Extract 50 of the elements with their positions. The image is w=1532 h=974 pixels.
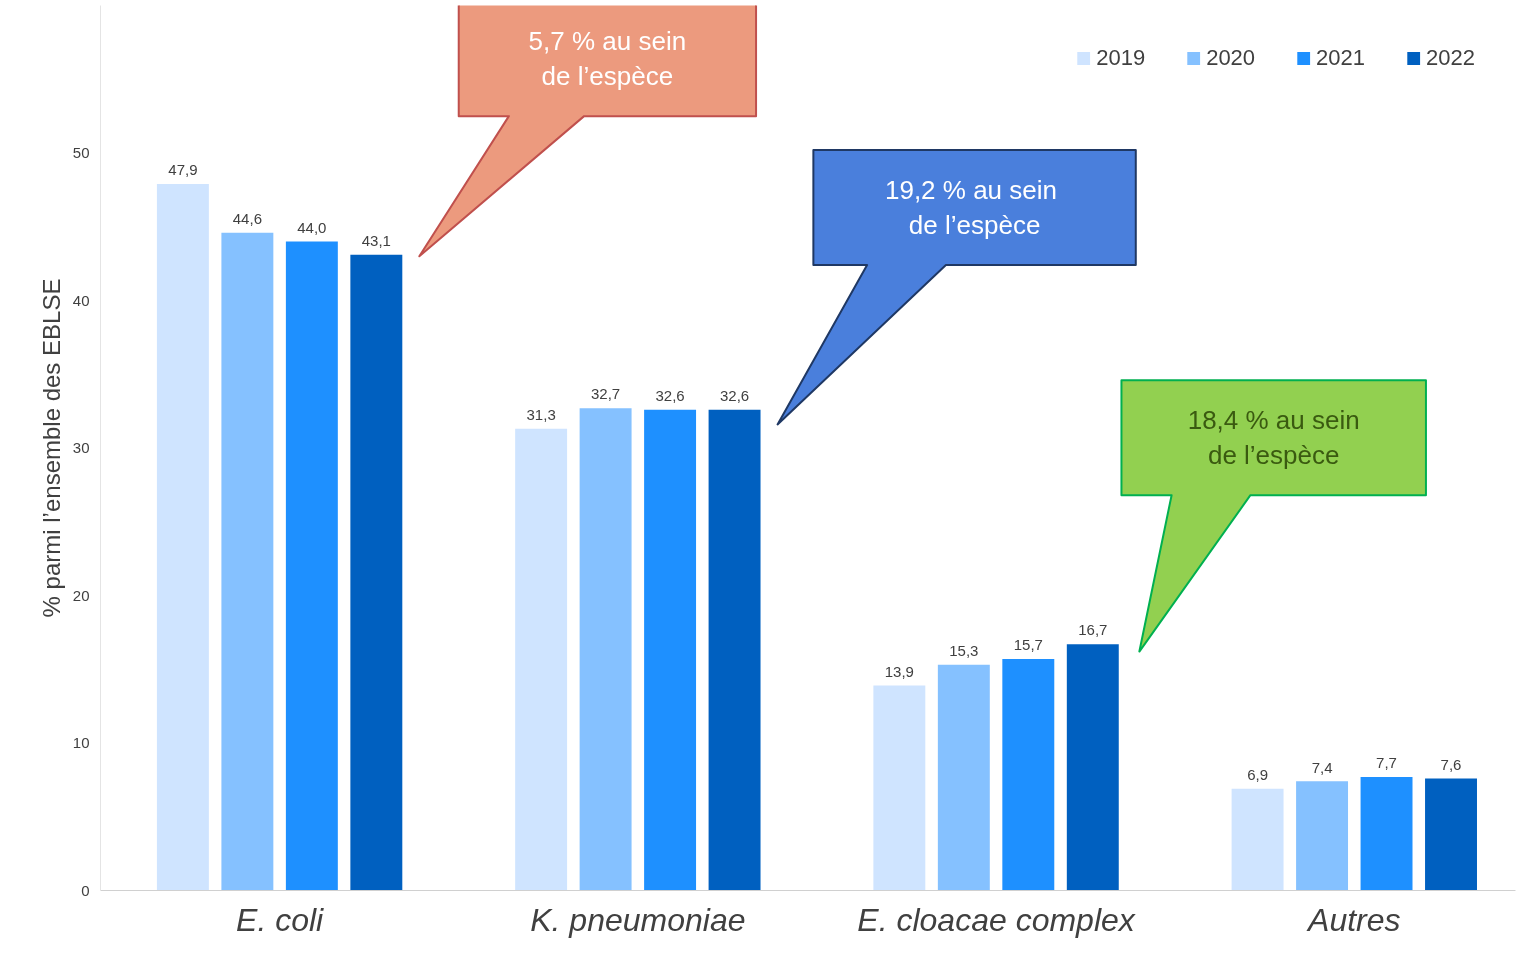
y-tick-label: 10 — [72, 734, 90, 751]
x-tick-label: E. cloacae complex — [857, 901, 1136, 938]
data-label: 15,3 — [949, 641, 979, 659]
legend-label: 2021 — [1316, 45, 1366, 71]
data-label: 32,6 — [719, 386, 750, 404]
bar — [1231, 788, 1284, 891]
y-tick-label: 0 — [81, 881, 90, 899]
data-label: 7,7 — [1376, 754, 1397, 772]
data-label: 47,9 — [168, 161, 198, 179]
data-label: 32,6 — [655, 386, 685, 404]
x-tick-label: Autres — [1306, 901, 1401, 938]
bar — [1360, 776, 1413, 891]
data-label: 44,6 — [232, 209, 262, 227]
data-label: 6,9 — [1247, 765, 1269, 783]
bar — [221, 232, 274, 891]
bar — [708, 409, 761, 891]
bar — [873, 685, 926, 891]
annotation: 18,4 % au sein de l’espèce — [1187, 405, 1360, 470]
bar — [285, 241, 338, 891]
legend-label: 2022 — [1426, 45, 1475, 71]
data-label: 44,0 — [297, 218, 327, 236]
data-label: 31,3 — [526, 405, 556, 423]
data-label: 7,4 — [1311, 758, 1333, 776]
data-label: 32,7 — [591, 385, 621, 403]
bar — [350, 254, 403, 891]
bar — [1296, 781, 1349, 891]
y-tick-label: 20 — [72, 586, 90, 604]
y-tick-label: 50 — [72, 144, 90, 161]
x-tick-label: E. coli — [236, 901, 325, 938]
bar — [515, 428, 568, 891]
bar — [1066, 644, 1119, 891]
data-label: 15,7 — [1013, 636, 1043, 654]
bar — [937, 664, 990, 891]
bar — [579, 408, 632, 891]
data-label: 43,1 — [361, 231, 391, 249]
y-tick-label: 40 — [72, 291, 90, 309]
data-label: 7,6 — [1440, 755, 1462, 773]
legend-label: 2020 — [1206, 45, 1256, 71]
data-label: 13,9 — [884, 662, 914, 680]
y-tick-label: 30 — [72, 439, 90, 456]
annotation: 5,7 % au sein de l’espèce — [528, 26, 687, 91]
data-label: 16,7 — [1078, 621, 1108, 639]
legend-label: 2019 — [1096, 45, 1146, 71]
bar — [156, 183, 209, 891]
bar — [1425, 778, 1477, 891]
y-axis-title: % parmi l’ensemble des EBLSE — [37, 278, 65, 618]
bar — [644, 409, 697, 891]
x-tick-label: K. pneumoniae — [530, 901, 746, 938]
bar — [1002, 658, 1055, 891]
annotation: 19,2 % au sein de l’espèce — [884, 175, 1057, 240]
